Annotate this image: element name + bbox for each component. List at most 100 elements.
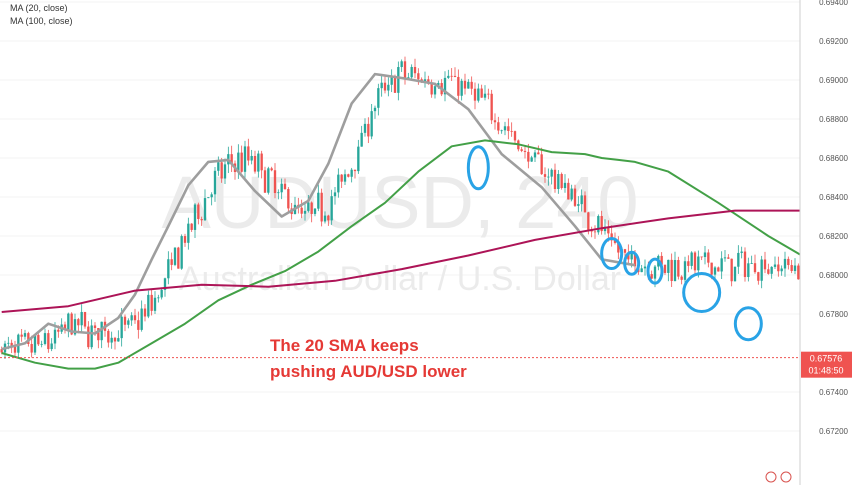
highlight-circle: [733, 306, 763, 342]
candle: [740, 251, 743, 253]
highlight-circle: [682, 272, 722, 314]
candle: [80, 311, 83, 326]
candle: [520, 149, 523, 151]
annotation-line-2: pushing AUD/USD lower: [270, 362, 467, 381]
candle: [320, 192, 323, 222]
candle: [110, 337, 113, 343]
candle: [553, 169, 557, 190]
price-axis[interactable]: [800, 0, 852, 485]
watermark-symbol: AUDUSD, 240: [161, 161, 638, 244]
candle: [370, 111, 373, 137]
candle: [780, 268, 783, 272]
price-axis-tick-label: 0.67800: [819, 310, 848, 319]
candle: [303, 210, 307, 214]
candle: [537, 152, 540, 155]
candle: [90, 325, 93, 348]
candle: [623, 249, 627, 253]
candle: [593, 231, 597, 233]
candle: [770, 266, 773, 274]
plot-background: [0, 0, 800, 485]
candle: [573, 188, 577, 206]
indicator-label-sma20[interactable]: MA (20, close): [10, 3, 68, 13]
candle: [550, 169, 553, 177]
sma200-line: [1, 209, 802, 313]
candle: [130, 315, 133, 321]
candle: [557, 173, 560, 190]
candle: [680, 276, 683, 280]
candle: [630, 253, 633, 260]
logo-icon: [780, 471, 792, 483]
candle: [180, 236, 183, 269]
candle: [477, 88, 480, 101]
candle: [457, 76, 460, 96]
candle: [513, 131, 517, 141]
candle: [400, 61, 403, 68]
candle: [410, 66, 413, 78]
candle: [280, 183, 283, 193]
candle: [250, 155, 253, 161]
candle: [503, 126, 507, 131]
candle: [413, 66, 417, 74]
price-axis-tick-label: 0.68200: [819, 232, 848, 241]
candle: [390, 76, 393, 85]
candle: [530, 157, 533, 162]
candle: [430, 83, 433, 95]
candle: [197, 204, 200, 220]
grid: [0, 1, 800, 432]
candle: [527, 151, 530, 162]
candle: [540, 154, 543, 175]
candle: [210, 194, 213, 198]
candle: [707, 252, 710, 263]
candle: [230, 154, 233, 164]
candle: [40, 343, 43, 345]
candle: [153, 297, 157, 311]
candle: [377, 88, 380, 108]
candle: [603, 226, 607, 232]
candle: [583, 195, 587, 213]
indicator-label-sma100[interactable]: MA (100, close): [10, 16, 73, 26]
price-axis-tick-label: 0.67400: [819, 388, 848, 397]
candle: [270, 168, 273, 171]
annotation: The 20 SMA keeps pushing AUD/USD lower: [270, 336, 467, 381]
candle: [23, 333, 27, 337]
candle: [767, 269, 770, 274]
candle: [313, 208, 317, 214]
price-tag-value: 0.67576: [810, 354, 843, 364]
candle: [203, 198, 207, 221]
candle: [283, 183, 287, 190]
candle: [587, 212, 590, 230]
candle: [107, 330, 110, 343]
candle: [120, 316, 123, 339]
candle: [787, 258, 790, 266]
candle: [217, 162, 220, 171]
candle: [30, 343, 33, 353]
candle: [347, 174, 350, 177]
candle: [387, 84, 390, 91]
candle: [727, 257, 730, 259]
candle: [447, 75, 450, 78]
candle: [83, 311, 87, 327]
candle: [100, 321, 103, 341]
candle: [750, 263, 753, 264]
candle: [263, 170, 267, 193]
candle: [323, 215, 327, 222]
candle: [97, 328, 100, 341]
candle: [167, 259, 170, 279]
candle: [547, 176, 550, 178]
candle: [467, 81, 470, 89]
candle: [160, 289, 163, 298]
price-axis-tick-label: 0.69000: [819, 76, 848, 85]
candle: [20, 334, 23, 337]
candle: [610, 233, 613, 241]
candle: [277, 192, 280, 194]
candle: [677, 260, 680, 277]
candle: [773, 264, 777, 267]
candle: [453, 75, 457, 77]
candle: [687, 261, 690, 266]
candle: [113, 337, 117, 342]
candle: [183, 236, 187, 243]
candle: [380, 82, 383, 89]
highlight-circle: [466, 145, 490, 191]
candle: [170, 259, 173, 265]
